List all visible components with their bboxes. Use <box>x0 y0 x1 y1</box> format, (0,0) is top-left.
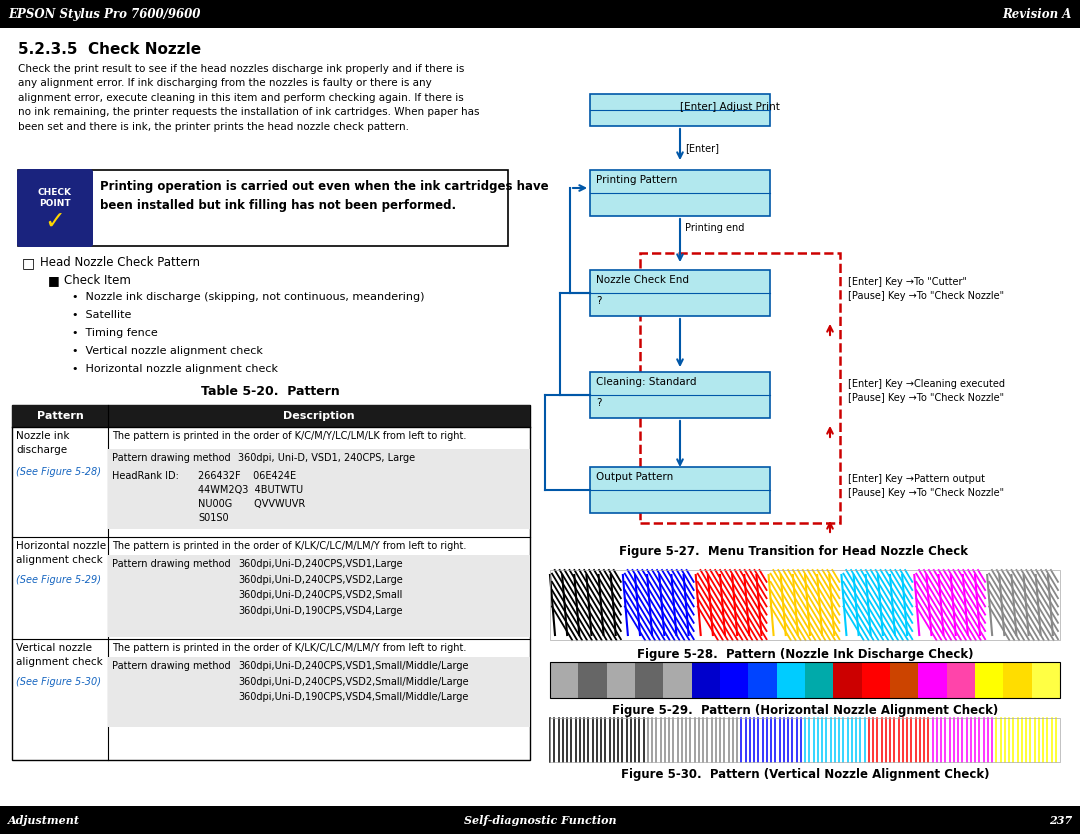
Text: •  Satellite: • Satellite <box>72 310 132 320</box>
Text: 360dpi,Uni-D,240CPS,VSD1,Small/Middle/Large
360dpi,Uni-D,240CPS,VSD2,Small/Middl: 360dpi,Uni-D,240CPS,VSD1,Small/Middle/La… <box>238 661 469 702</box>
Text: □: □ <box>22 256 36 270</box>
Bar <box>0 806 1080 834</box>
Text: Figure 5-29.  Pattern (Horizontal Nozzle Alignment Check): Figure 5-29. Pattern (Horizontal Nozzle … <box>612 704 998 717</box>
Bar <box>691 662 720 698</box>
Text: [Enter] Key →Pattern output
[Pause] Key →To "Check Nozzle": [Enter] Key →Pattern output [Pause] Key … <box>848 474 1004 498</box>
Bar <box>834 662 862 698</box>
Text: 266432F    06E424E
44WM2Q3  4BUTWTU
NU00G       QVVWUVR
S01S0: 266432F 06E424E 44WM2Q3 4BUTWTU NU00G QV… <box>198 471 306 523</box>
Text: The pattern is printed in the order of K/LK/C/LC/M/LM/Y from left to right.: The pattern is printed in the order of K… <box>112 541 467 551</box>
Text: [Enter] Key →To "Cutter"
[Pause] Key →To "Check Nozzle": [Enter] Key →To "Cutter" [Pause] Key →To… <box>848 277 1004 301</box>
Text: ✓: ✓ <box>44 210 66 234</box>
Text: Adjustment: Adjustment <box>8 815 80 826</box>
Text: The pattern is printed in the order of K/C/M/Y/LC/LM/LK from left to right.: The pattern is printed in the order of K… <box>112 431 467 441</box>
Bar <box>590 170 770 216</box>
Text: Table 5-20.  Pattern: Table 5-20. Pattern <box>201 385 339 398</box>
Text: 237: 237 <box>1049 815 1072 826</box>
Bar <box>12 405 530 760</box>
Bar <box>550 662 1059 698</box>
Text: •  Vertical nozzle alignment check: • Vertical nozzle alignment check <box>72 346 262 356</box>
Bar <box>947 662 975 698</box>
Text: •  Horizontal nozzle alignment check: • Horizontal nozzle alignment check <box>72 364 278 374</box>
Text: (See Figure 5-28): (See Figure 5-28) <box>16 467 102 477</box>
Text: Pattern: Pattern <box>37 411 83 421</box>
Text: Pattern drawing method: Pattern drawing method <box>112 453 231 463</box>
Bar <box>640 253 840 523</box>
Text: Pattern drawing method: Pattern drawing method <box>112 661 231 671</box>
Text: Vertical nozzle
alignment check: Vertical nozzle alignment check <box>16 643 103 667</box>
Bar <box>777 662 805 698</box>
Text: Figure 5-27.  Menu Transition for Head Nozzle Check: Figure 5-27. Menu Transition for Head No… <box>619 545 969 558</box>
Bar <box>635 662 663 698</box>
Text: Output Pattern: Output Pattern <box>596 472 673 482</box>
Bar <box>108 467 530 529</box>
Bar <box>550 570 1059 640</box>
Text: Pattern drawing method: Pattern drawing method <box>112 559 231 569</box>
FancyBboxPatch shape <box>17 169 93 247</box>
Bar <box>590 94 770 126</box>
Bar <box>550 718 1059 762</box>
Text: Printing end: Printing end <box>685 223 744 233</box>
Bar <box>108 657 530 727</box>
Bar <box>18 170 508 246</box>
Bar <box>108 449 530 467</box>
Text: Printing Pattern: Printing Pattern <box>596 175 677 185</box>
Text: 360dpi,Uni-D,240CPS,VSD1,Large
360dpi,Uni-D,240CPS,VSD2,Large
360dpi,Uni-D,240CP: 360dpi,Uni-D,240CPS,VSD1,Large 360dpi,Un… <box>238 559 403 615</box>
Text: Head Nozzle Check Pattern: Head Nozzle Check Pattern <box>40 256 200 269</box>
Text: Nozzle ink
discharge: Nozzle ink discharge <box>16 431 69 455</box>
Text: Horizontal nozzle
alignment check: Horizontal nozzle alignment check <box>16 541 106 565</box>
Bar <box>590 467 770 513</box>
Text: [Enter]: [Enter] <box>685 143 719 153</box>
Text: 360dpi, Uni-D, VSD1, 240CPS, Large: 360dpi, Uni-D, VSD1, 240CPS, Large <box>238 453 415 463</box>
Bar <box>720 662 748 698</box>
Text: HeadRank ID:: HeadRank ID: <box>112 471 179 481</box>
Text: [Enter] Key →Cleaning executed
[Pause] Key →To "Check Nozzle": [Enter] Key →Cleaning executed [Pause] K… <box>848 379 1005 403</box>
Text: Printing operation is carried out even when the ink cartridges have
been install: Printing operation is carried out even w… <box>100 180 549 212</box>
Text: EPSON Stylus Pro 7600/9600: EPSON Stylus Pro 7600/9600 <box>8 8 201 21</box>
Text: 5.2.3.5  Check Nozzle: 5.2.3.5 Check Nozzle <box>18 42 201 57</box>
Text: ■: ■ <box>48 274 59 287</box>
Bar <box>1031 662 1059 698</box>
Text: •  Timing fence: • Timing fence <box>72 328 158 338</box>
Text: ?: ? <box>596 398 602 408</box>
Bar <box>890 662 918 698</box>
Text: (See Figure 5-30): (See Figure 5-30) <box>16 677 102 687</box>
Bar <box>918 662 947 698</box>
Bar <box>590 372 770 418</box>
Text: The pattern is printed in the order of K/LK/C/LC/M/LM/Y from left to right.: The pattern is printed in the order of K… <box>112 643 467 653</box>
Text: Figure 5-30.  Pattern (Vertical Nozzle Alignment Check): Figure 5-30. Pattern (Vertical Nozzle Al… <box>621 768 989 781</box>
Text: [Enter] Adjust Print: [Enter] Adjust Print <box>680 102 780 112</box>
Text: Cleaning: Standard: Cleaning: Standard <box>596 377 697 387</box>
Text: Check the print result to see if the head nozzles discharge ink properly and if : Check the print result to see if the hea… <box>18 64 480 132</box>
Text: Check Item: Check Item <box>64 274 131 287</box>
Text: ?: ? <box>596 296 602 306</box>
Text: Description: Description <box>283 411 355 421</box>
Text: Nozzle Check End: Nozzle Check End <box>596 275 689 285</box>
Text: Figure 5-28.  Pattern (Nozzle Ink Discharge Check): Figure 5-28. Pattern (Nozzle Ink Dischar… <box>637 648 973 661</box>
Bar <box>0 0 1080 28</box>
Bar <box>21 172 90 244</box>
Text: Revision A: Revision A <box>1002 8 1072 21</box>
Bar <box>578 662 607 698</box>
Bar <box>748 662 777 698</box>
Text: CHECK
POINT: CHECK POINT <box>38 188 72 208</box>
Bar <box>607 662 635 698</box>
Text: •  Nozzle ink discharge (skipping, not continuous, meandering): • Nozzle ink discharge (skipping, not co… <box>72 292 424 302</box>
Bar <box>1003 662 1031 698</box>
Bar <box>805 662 834 698</box>
Bar <box>663 662 691 698</box>
Bar <box>862 662 890 698</box>
Bar <box>550 662 578 698</box>
Text: Self-diagnostic Function: Self-diagnostic Function <box>463 815 617 826</box>
Bar <box>590 270 770 316</box>
Text: (See Figure 5-29): (See Figure 5-29) <box>16 575 102 585</box>
Bar <box>12 405 530 427</box>
Bar <box>975 662 1003 698</box>
Bar <box>108 555 530 637</box>
